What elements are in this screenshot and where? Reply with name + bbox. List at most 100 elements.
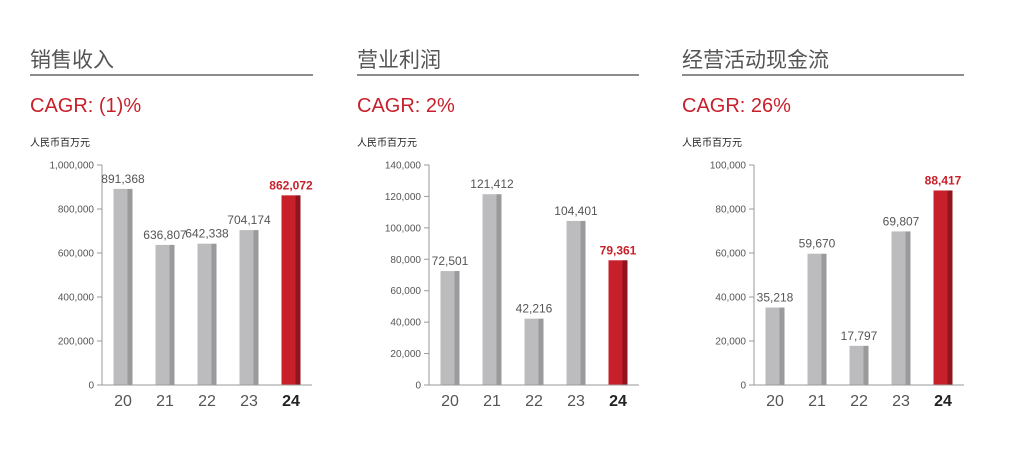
bar-value-label: 636,807 (143, 228, 187, 242)
x-tick-label: 24 (934, 393, 952, 410)
bar (239, 230, 259, 385)
bar-face (608, 260, 623, 385)
panel-title: 营业利润 (357, 48, 441, 72)
bar (765, 307, 785, 385)
bar-face (566, 220, 581, 385)
y-tick-label: 800,000 (58, 205, 95, 216)
bar (849, 345, 869, 385)
y-tick-label: 60,000 (390, 286, 421, 297)
y-tick-label: 40,000 (715, 293, 746, 304)
bar-face (849, 345, 864, 385)
bar-side (169, 244, 175, 385)
x-tick-label: 23 (240, 393, 258, 410)
bar-value-label: 79,361 (600, 243, 637, 257)
bar-side (821, 253, 827, 385)
operating-cash-flow-panel: 经营活动现金流 CAGR: 26% 人民币百万元 0 20,000 40,000 60… (682, 0, 982, 474)
cagr-label: CAGR: 2% (357, 95, 455, 117)
operating-profit-bar-chart: 0 20,000 40,000 60,000 80,000 100,000 120,000 1… (385, 161, 639, 410)
unit-label: 人民币百万元 (682, 138, 742, 149)
bar-side (622, 260, 628, 385)
bar-value-label: 121,412 (470, 177, 514, 191)
operating-profit-panel: 营业利润 CAGR: 2% 人民币百万元 0 20,000 40,000 60,000… (357, 0, 657, 474)
bar-value-label: 69,807 (883, 214, 920, 228)
y-tick-label: 100,000 (385, 223, 422, 234)
x-tick-label: 22 (525, 393, 543, 410)
x-tick-label: 22 (198, 393, 216, 410)
bar-value-label: 42,216 (516, 302, 553, 316)
x-tick-label: 24 (609, 393, 627, 410)
bar (482, 194, 502, 385)
bar-side (211, 243, 217, 385)
x-tick-label: 21 (156, 393, 174, 410)
bar-side (779, 307, 785, 385)
y-tick-label: 0 (740, 381, 746, 392)
panel-title: 经营活动现金流 (682, 48, 829, 72)
bar (807, 253, 827, 385)
bar-side (295, 195, 301, 385)
bar-value-label: 891,368 (101, 172, 145, 186)
bar (113, 188, 133, 385)
bar-side (863, 345, 869, 385)
bar-value-label: 35,218 (757, 291, 794, 305)
bar (524, 318, 544, 385)
unit-label: 人民币百万元 (30, 138, 90, 149)
unit-label: 人民币百万元 (357, 138, 417, 149)
bar-value-label: 17,797 (841, 329, 878, 343)
bar-value-label: 88,417 (925, 173, 962, 187)
x-tick-label: 22 (850, 393, 868, 410)
y-tick-label: 0 (415, 381, 421, 392)
bar (155, 244, 175, 385)
revenue-bar-chart: 0 200,000 400,000 600,000 800,000 1,000,000 89… (50, 161, 314, 411)
title-divider (357, 74, 639, 76)
panel-title: 销售收入 (30, 48, 114, 72)
bar-face (765, 307, 780, 385)
bar-value-label: 704,174 (227, 213, 271, 227)
bar-value-label: 104,401 (554, 204, 598, 218)
bar (197, 243, 217, 385)
bar-side (947, 190, 953, 385)
bar-face (891, 231, 906, 385)
bar-side (127, 188, 133, 385)
bar-face (113, 188, 128, 385)
bar-value-label: 862,072 (269, 178, 313, 192)
bar-side (496, 194, 502, 385)
x-tick-label: 20 (441, 393, 459, 410)
bar-face (239, 230, 254, 385)
y-tick-label: 120,000 (385, 192, 422, 203)
x-tick-label: 21 (483, 393, 501, 410)
y-tick-label: 20,000 (390, 349, 421, 360)
y-tick-label: 140,000 (385, 161, 422, 172)
y-tick-label: 40,000 (390, 318, 421, 329)
bar (566, 220, 586, 385)
bar-side (253, 230, 259, 385)
y-tick-label: 1,000,000 (50, 161, 95, 172)
bar-value-label: 72,501 (432, 254, 469, 268)
cagr-label: CAGR: (1)% (30, 95, 142, 117)
bar-side (454, 271, 460, 385)
y-tick-label: 80,000 (390, 255, 421, 266)
y-tick-label: 400,000 (58, 293, 95, 304)
bar-face (281, 195, 296, 385)
title-divider (30, 74, 313, 76)
bar-value-label: 642,338 (185, 227, 229, 241)
operating-cash-flow-bar-chart: 0 20,000 40,000 60,000 80,000 100,000 35,218 20… (710, 161, 964, 410)
bar-face (524, 318, 539, 385)
y-tick-label: 0 (88, 381, 94, 392)
x-tick-label: 23 (567, 393, 585, 410)
bar-side (580, 220, 586, 385)
x-tick-label: 20 (114, 393, 132, 410)
bar-face (807, 253, 822, 385)
bar-face (440, 271, 455, 385)
bar-side (905, 231, 911, 385)
y-tick-label: 600,000 (58, 249, 95, 260)
revenue-panel: 销售收入 CAGR: (1)% 人民币百万元 0 200,000 400,000 60… (30, 0, 330, 474)
bar (440, 271, 460, 385)
bar-highlight (281, 195, 301, 385)
title-divider (682, 74, 964, 76)
cagr-label: CAGR: 26% (682, 95, 791, 117)
bar-highlight (933, 190, 953, 385)
bar-face (197, 243, 212, 385)
x-tick-label: 24 (282, 393, 300, 410)
y-tick-label: 80,000 (715, 205, 746, 216)
bar-value-label: 59,670 (799, 237, 836, 251)
